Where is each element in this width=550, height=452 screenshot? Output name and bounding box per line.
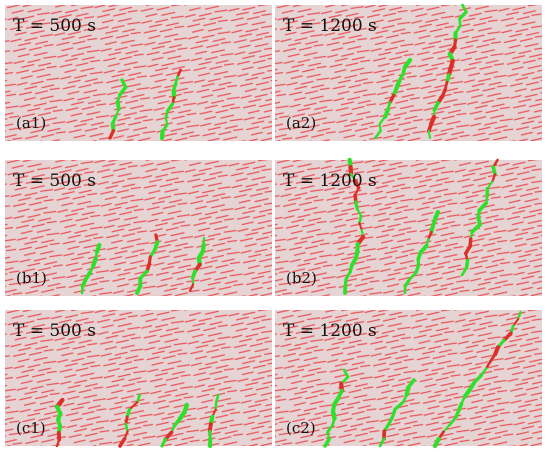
crack-segment — [378, 437, 386, 448]
crack-segment — [115, 99, 121, 111]
panel: T = 1200 s (b2) — [275, 157, 542, 296]
crack-segment — [55, 438, 61, 448]
crack-segment — [470, 222, 482, 234]
panel-image — [5, 5, 272, 141]
crack-segment — [427, 122, 433, 133]
crack-segment — [383, 107, 390, 119]
crack-segment — [190, 269, 198, 280]
crack-segment — [378, 115, 387, 125]
panel-label: (c2) — [286, 419, 316, 437]
crack-segment — [214, 393, 220, 404]
panel-image — [275, 5, 542, 141]
panel-label: (a2) — [286, 114, 316, 132]
time-label: T = 500 s — [13, 321, 96, 341]
panel: T = 500 s (b1) — [5, 160, 272, 296]
crack-segment — [404, 385, 411, 397]
crack-segment — [80, 284, 84, 295]
crack-segment — [427, 230, 433, 241]
crack-segment — [124, 422, 129, 433]
crack-segment — [128, 401, 139, 411]
crack-segment — [463, 244, 472, 256]
crack-segment — [326, 423, 334, 434]
crack-segment — [348, 164, 354, 177]
panel: T = 500 s (c1) — [5, 310, 272, 448]
panel-image — [275, 310, 542, 446]
crack-segment — [460, 266, 468, 277]
crack-segment — [358, 222, 363, 231]
crack-segment — [462, 387, 472, 399]
crack-segment — [488, 352, 497, 363]
panel: T = 1200 s (a2) — [275, 3, 542, 141]
time-label: T = 500 s — [13, 171, 96, 191]
panel-label: (b1) — [16, 269, 47, 287]
crack-segment — [403, 277, 412, 288]
time-label: T = 1200 s — [283, 321, 377, 341]
time-label: T = 500 s — [13, 16, 96, 36]
crack-segment — [354, 200, 359, 211]
crack-segment — [491, 165, 497, 177]
panel: T = 500 s (a1) — [5, 5, 272, 141]
crack-segment — [108, 129, 116, 140]
crack-segment — [358, 214, 363, 225]
crack-segment — [484, 360, 492, 370]
panel-image — [5, 310, 272, 446]
time-label: T = 1200 s — [283, 171, 377, 191]
crack-segment — [172, 416, 182, 428]
crack-segment — [427, 129, 432, 140]
panel-label: (a1) — [16, 114, 46, 132]
panel: T = 1200 s (c2) — [275, 310, 542, 449]
crack-segment — [188, 283, 195, 293]
crack-segment — [432, 101, 440, 112]
crack-segment — [118, 85, 128, 97]
crack-segment — [160, 437, 168, 448]
crack-segment — [442, 423, 451, 433]
panel-label: (b2) — [286, 269, 317, 287]
crack-segment — [516, 310, 522, 321]
crack-segment — [432, 436, 441, 449]
crack-segment — [323, 437, 331, 448]
crack-segment — [165, 102, 175, 113]
crack-segment — [135, 393, 142, 404]
panel-image — [5, 160, 272, 296]
crack-segment — [159, 129, 165, 141]
crack-segment — [502, 331, 513, 343]
crack-segment — [448, 416, 457, 427]
crack-segment — [393, 400, 405, 411]
panel-image — [275, 160, 542, 296]
crack-segment — [353, 179, 361, 190]
crack-segment — [491, 173, 497, 183]
crack-segment — [135, 283, 143, 295]
crack-segment — [373, 129, 382, 140]
crack-segment — [80, 277, 88, 289]
panel-label: (c1) — [16, 419, 46, 437]
crack-segment — [458, 10, 468, 21]
crack-segment — [118, 436, 127, 448]
crack-segment — [164, 109, 169, 119]
time-label: T = 1200 s — [283, 16, 377, 36]
